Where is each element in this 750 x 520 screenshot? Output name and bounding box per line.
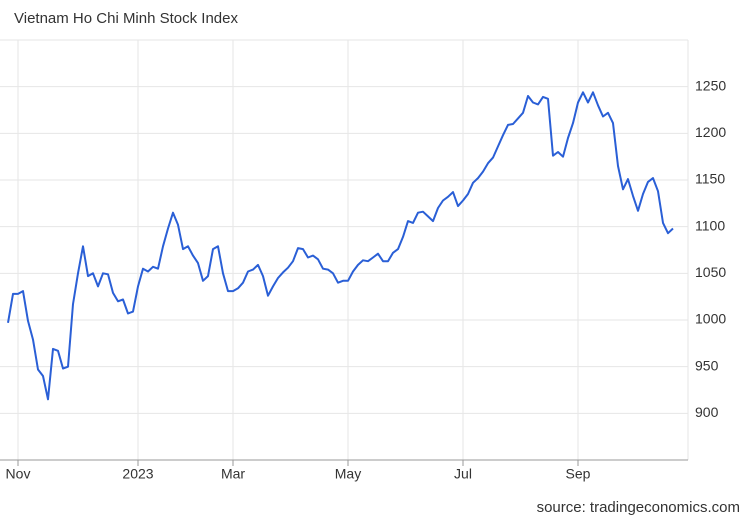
x-tick-label: Nov <box>6 466 31 482</box>
y-tick-label: 1000 <box>695 311 726 327</box>
line <box>7 91 674 401</box>
y-tick-label: 1200 <box>695 124 726 140</box>
y-tick-label: 950 <box>695 357 719 373</box>
chart-title: Vietnam Ho Chi Minh Stock Index <box>14 10 238 27</box>
x-tick-label: 2023 <box>122 466 153 482</box>
y-tick-label: 900 <box>695 404 719 420</box>
x-tick-label: May <box>335 466 361 482</box>
x-tick-label: Mar <box>221 466 245 482</box>
x-tick-label: Jul <box>454 466 472 482</box>
y-tick-label: 1150 <box>695 171 725 187</box>
y-tick-label: 1250 <box>695 77 726 93</box>
y-tick-label: 1100 <box>695 217 725 233</box>
source: source: tradingeconomics.com <box>537 499 740 516</box>
y-tick-label: 1050 <box>695 264 726 280</box>
x-tick-label: Sep <box>566 466 591 482</box>
